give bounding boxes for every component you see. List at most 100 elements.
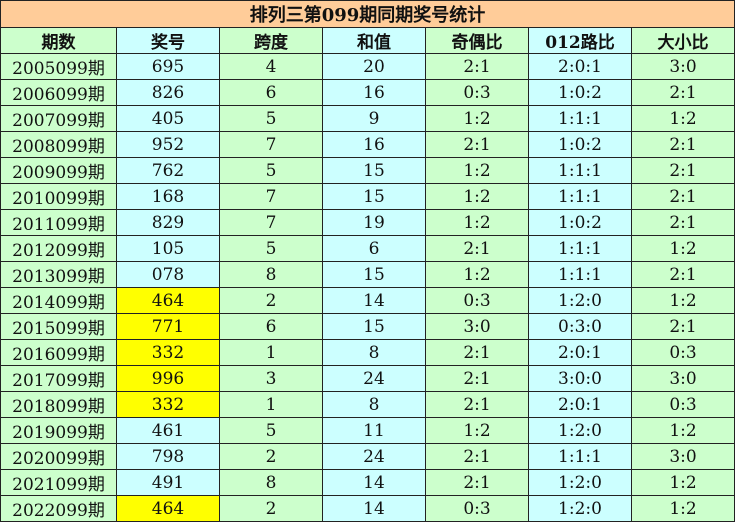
sum-cell: 14 [322, 287, 426, 314]
table-row: 2019099期 461 5 11 1:2 1:2:0 1:2 [0, 417, 735, 444]
sum-cell: 15 [322, 157, 426, 184]
span-cell: 7 [219, 131, 323, 158]
span-cell: 1 [219, 339, 323, 366]
span-cell: 5 [219, 235, 323, 262]
column-header: 012路比 [528, 27, 632, 54]
period-cell: 2018099期 [0, 391, 117, 418]
odd-even-cell: 1:2 [425, 183, 529, 210]
number-cell: 952 [116, 131, 220, 158]
sum-cell: 15 [322, 183, 426, 210]
span-cell: 5 [219, 105, 323, 132]
table-row: 2014099期 464 2 14 0:3 1:2:0 1:2 [0, 287, 735, 314]
road-cell: 1:0:2 [528, 131, 632, 158]
span-cell: 2 [219, 443, 323, 470]
sum-cell: 24 [322, 365, 426, 392]
road-cell: 1:0:2 [528, 79, 632, 106]
period-cell: 2010099期 [0, 183, 117, 210]
table-title: 排列三第099期同期奖号统计 [0, 0, 735, 28]
number-cell: 332 [116, 391, 220, 418]
odd-even-cell: 1:2 [425, 157, 529, 184]
big-small-cell: 1:2 [631, 235, 735, 262]
big-small-cell: 2:1 [631, 183, 735, 210]
sum-cell: 15 [322, 313, 426, 340]
number-cell: 332 [116, 339, 220, 366]
number-cell: 491 [116, 469, 220, 496]
table-row: 2009099期 762 5 15 1:2 1:1:1 2:1 [0, 157, 735, 184]
period-cell: 2013099期 [0, 261, 117, 288]
table-row: 2008099期 952 7 16 2:1 1:0:2 2:1 [0, 131, 735, 158]
table-row: 2018099期 332 1 8 2:1 2:0:1 0:3 [0, 391, 735, 418]
big-small-cell: 2:1 [631, 209, 735, 236]
number-cell: 762 [116, 157, 220, 184]
big-small-cell: 2:1 [631, 313, 735, 340]
table-row: 2015099期 771 6 15 3:0 0:3:0 2:1 [0, 313, 735, 340]
odd-even-cell: 2:1 [425, 235, 529, 262]
number-cell: 826 [116, 79, 220, 106]
period-cell: 2014099期 [0, 287, 117, 314]
span-cell: 6 [219, 79, 323, 106]
period-cell: 2006099期 [0, 79, 117, 106]
table-row: 2017099期 996 3 24 2:1 3:0:0 3:0 [0, 365, 735, 392]
period-cell: 2008099期 [0, 131, 117, 158]
road-cell: 1:1:1 [528, 157, 632, 184]
span-cell: 5 [219, 157, 323, 184]
sum-cell: 16 [322, 79, 426, 106]
table-row: 2010099期 168 7 15 1:2 1:1:1 2:1 [0, 183, 735, 210]
road-cell: 1:2:0 [528, 469, 632, 496]
odd-even-cell: 1:2 [425, 417, 529, 444]
number-cell: 405 [116, 105, 220, 132]
big-small-cell: 3:0 [631, 443, 735, 470]
road-cell: 1:1:1 [528, 235, 632, 262]
odd-even-cell: 0:3 [425, 287, 529, 314]
span-cell: 5 [219, 417, 323, 444]
span-cell: 1 [219, 391, 323, 418]
road-cell: 1:2:0 [528, 495, 632, 522]
span-cell: 6 [219, 313, 323, 340]
odd-even-cell: 0:3 [425, 79, 529, 106]
number-cell: 996 [116, 365, 220, 392]
big-small-cell: 2:1 [631, 131, 735, 158]
sum-cell: 16 [322, 131, 426, 158]
table-row: 2007099期 405 5 9 1:2 1:1:1 1:2 [0, 105, 735, 132]
odd-even-cell: 1:2 [425, 209, 529, 236]
road-cell: 1:1:1 [528, 105, 632, 132]
table-row: 2005099期 695 4 20 2:1 2:0:1 3:0 [0, 53, 735, 80]
big-small-cell: 1:2 [631, 469, 735, 496]
number-cell: 461 [116, 417, 220, 444]
big-small-cell: 1:2 [631, 417, 735, 444]
big-small-cell: 0:3 [631, 391, 735, 418]
sum-cell: 6 [322, 235, 426, 262]
road-cell: 1:0:2 [528, 209, 632, 236]
number-cell: 695 [116, 53, 220, 80]
sum-cell: 8 [322, 339, 426, 366]
number-cell: 078 [116, 261, 220, 288]
sum-cell: 9 [322, 105, 426, 132]
sum-cell: 20 [322, 53, 426, 80]
sum-cell: 15 [322, 261, 426, 288]
big-small-cell: 3:0 [631, 365, 735, 392]
road-cell: 1:1:1 [528, 443, 632, 470]
span-cell: 4 [219, 53, 323, 80]
big-small-cell: 2:1 [631, 261, 735, 288]
span-cell: 7 [219, 183, 323, 210]
sum-cell: 8 [322, 391, 426, 418]
period-cell: 2007099期 [0, 105, 117, 132]
road-cell: 0:3:0 [528, 313, 632, 340]
odd-even-cell: 2:1 [425, 131, 529, 158]
number-cell: 464 [116, 287, 220, 314]
span-cell: 3 [219, 365, 323, 392]
sum-cell: 14 [322, 469, 426, 496]
big-small-cell: 1:2 [631, 287, 735, 314]
road-cell: 2:0:1 [528, 53, 632, 80]
sum-cell: 19 [322, 209, 426, 236]
number-cell: 829 [116, 209, 220, 236]
table-row: 2022099期 464 2 14 0:3 1:2:0 1:2 [0, 495, 735, 522]
header-row: 期数 奖号 跨度 和值 奇偶比 012路比 大小比 [0, 27, 735, 54]
span-cell: 8 [219, 469, 323, 496]
sum-cell: 11 [322, 417, 426, 444]
number-cell: 105 [116, 235, 220, 262]
column-header: 跨度 [219, 27, 323, 54]
table-row: 2006099期 826 6 16 0:3 1:0:2 2:1 [0, 79, 735, 106]
road-cell: 1:1:1 [528, 183, 632, 210]
